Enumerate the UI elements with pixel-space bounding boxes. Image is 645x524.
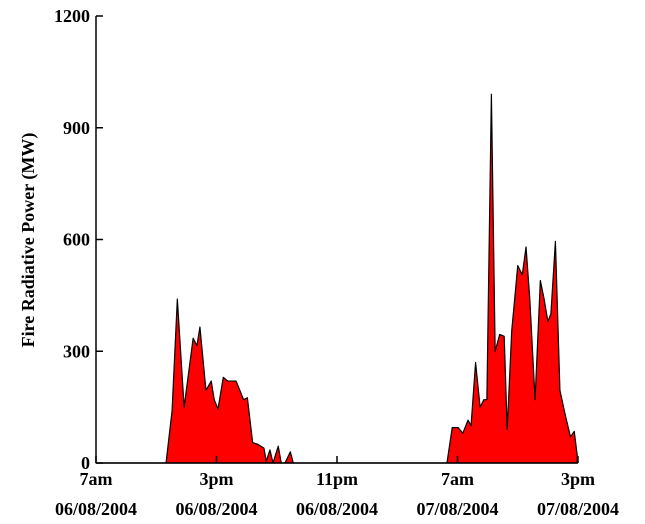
y-tick-label: 0	[81, 453, 90, 473]
x-tick-label: 7am 07/08/2004	[416, 469, 499, 519]
y-axis-label: Fire Radiative Power (MW)	[18, 133, 39, 348]
x-tick-label: 11pm 06/08/2004	[295, 469, 378, 519]
y-tick-label: 600	[63, 230, 90, 250]
x-tick-label: 7am 06/08/2004	[54, 469, 137, 519]
y-tick-label: 900	[63, 118, 90, 138]
x-tick-label: 3pm 07/08/2004	[536, 469, 619, 519]
y-tick-label: 300	[63, 341, 90, 361]
y-tick-label: 1200	[54, 6, 90, 26]
x-tick-label: 3pm 06/08/2004	[175, 469, 258, 519]
area	[95, 93, 578, 464]
